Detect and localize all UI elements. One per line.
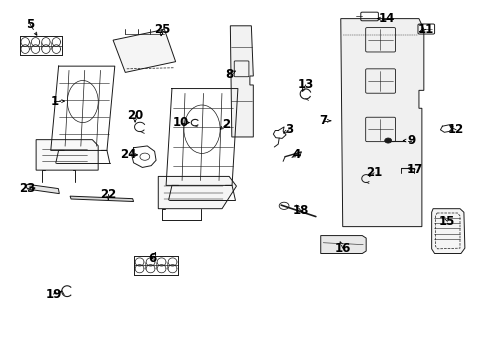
Circle shape — [385, 138, 392, 143]
Text: 23: 23 — [20, 183, 36, 195]
Text: 10: 10 — [172, 116, 189, 129]
Polygon shape — [70, 196, 134, 202]
Text: 7: 7 — [319, 114, 327, 127]
Text: 11: 11 — [417, 23, 434, 36]
Text: 25: 25 — [154, 23, 170, 36]
Text: 12: 12 — [448, 123, 464, 136]
Text: 16: 16 — [335, 242, 351, 255]
Text: 17: 17 — [407, 163, 423, 176]
Text: 6: 6 — [148, 252, 156, 265]
Polygon shape — [321, 235, 366, 253]
Text: 4: 4 — [292, 148, 300, 161]
Text: 21: 21 — [366, 166, 382, 179]
Text: 22: 22 — [100, 188, 116, 201]
Text: 8: 8 — [225, 68, 234, 81]
Text: 14: 14 — [378, 12, 395, 25]
Polygon shape — [36, 140, 98, 170]
Text: 3: 3 — [285, 123, 293, 136]
Text: 18: 18 — [293, 204, 309, 217]
Text: 20: 20 — [127, 109, 143, 122]
Text: 1: 1 — [50, 95, 58, 108]
Text: 24: 24 — [121, 148, 137, 161]
Text: 2: 2 — [222, 118, 230, 131]
Polygon shape — [113, 30, 175, 72]
Text: 9: 9 — [407, 134, 415, 147]
Text: 19: 19 — [45, 288, 62, 301]
Polygon shape — [341, 19, 424, 226]
Text: 5: 5 — [26, 18, 34, 31]
Polygon shape — [158, 176, 237, 209]
Text: 15: 15 — [439, 215, 456, 228]
Polygon shape — [230, 26, 253, 137]
Text: 13: 13 — [297, 78, 314, 91]
Polygon shape — [432, 209, 465, 253]
Polygon shape — [25, 184, 59, 194]
